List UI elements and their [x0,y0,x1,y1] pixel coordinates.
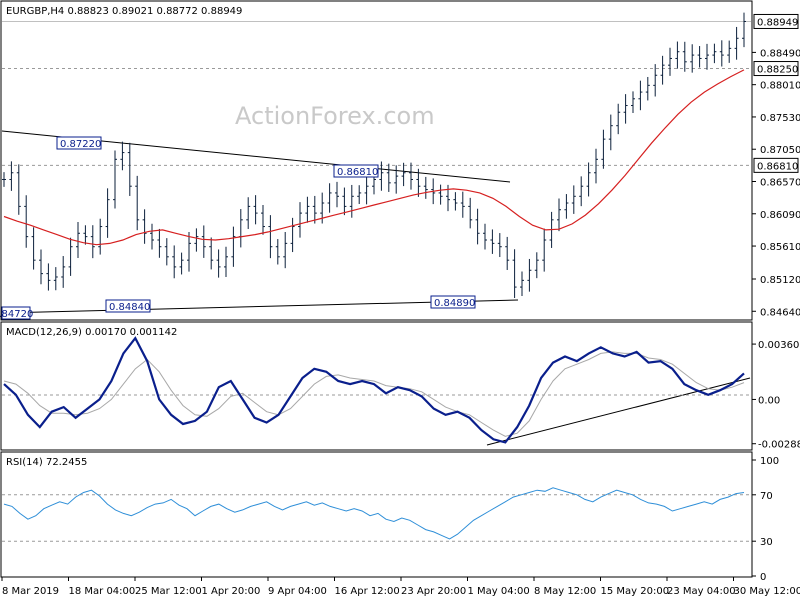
annotation-87220: 0.87220 [60,139,101,150]
price-tick-label: 0.85610 [760,242,800,253]
x-tick-label: 25 Mar 12:00 [135,586,202,597]
macd-tick-label: -0.002886 [758,440,800,451]
x-tick-label: 18 Mar 04:00 [69,586,136,597]
x-tick-label: 30 May 12:00 [734,586,800,597]
price-tick-label: 0.84640 [760,307,800,318]
x-tick-label: 23 Apr 20:00 [401,586,466,597]
annotation-84890: 0.84890 [434,298,475,309]
macd-tick-label: 0.003608 [758,340,800,351]
x-tick-label: 8 May 12:00 [534,586,596,597]
price-tick-label: 0.86570 [760,178,800,189]
price-panel-frame [1,1,752,320]
price-tick-label: 0.88490 [760,48,800,59]
price-label-text: 0.86810 [757,161,798,172]
rsi-panel-frame [1,452,752,577]
x-tick-label: 1 Apr 20:00 [202,586,261,597]
x-tick-label: 9 Apr 04:00 [268,586,327,597]
price-label-text: 0.88250 [757,65,798,76]
rsi-y-axis: 100 70 30 0 [752,456,779,583]
annotation-84720: 0.84720 [0,309,33,320]
watermark: ActionForex.com [235,102,435,130]
price-tick-label: 0.86090 [760,210,800,221]
macd-y-axis: 0.003608 0.00 -0.002886 [752,340,800,451]
x-tick-label: 23 May 04:00 [667,586,736,597]
rsi-tick-label: 30 [760,537,773,548]
rsi-title: RSI(14) 72.2455 [6,457,87,468]
price-tick-label: 0.87530 [760,113,800,124]
price-tick-label: 0.88010 [760,81,800,92]
macd-title: MACD(12,26,9) 0.00170 0.001142 [6,327,177,338]
annotation-86810: 0.86810 [337,167,378,178]
price-tick-label: 0.85120 [760,275,800,286]
rsi-tick-label: 70 [760,491,773,502]
price-y-axis: 0.88490 0.88010 0.87530 0.87050 0.86570 0.860… [752,14,800,318]
annotation-84840: 0.84840 [109,302,150,313]
symbol-header: EURGBP,H4 0.88823 0.89021 0.88772 0.8894… [6,6,242,17]
price-label-text: 0.88949 [757,17,798,28]
macd-tick-label: 0.00 [758,395,780,406]
x-tick-label: 8 Mar 2019 [2,586,59,597]
x-tick-label: 16 Apr 12:00 [335,586,400,597]
x-tick-label: 1 May 04:00 [468,586,530,597]
rsi-tick-label: 0 [760,572,766,583]
price-tick-label: 0.87050 [760,145,800,156]
x-tick-label: 15 May 20:00 [601,586,670,597]
rsi-tick-label: 100 [760,456,779,467]
